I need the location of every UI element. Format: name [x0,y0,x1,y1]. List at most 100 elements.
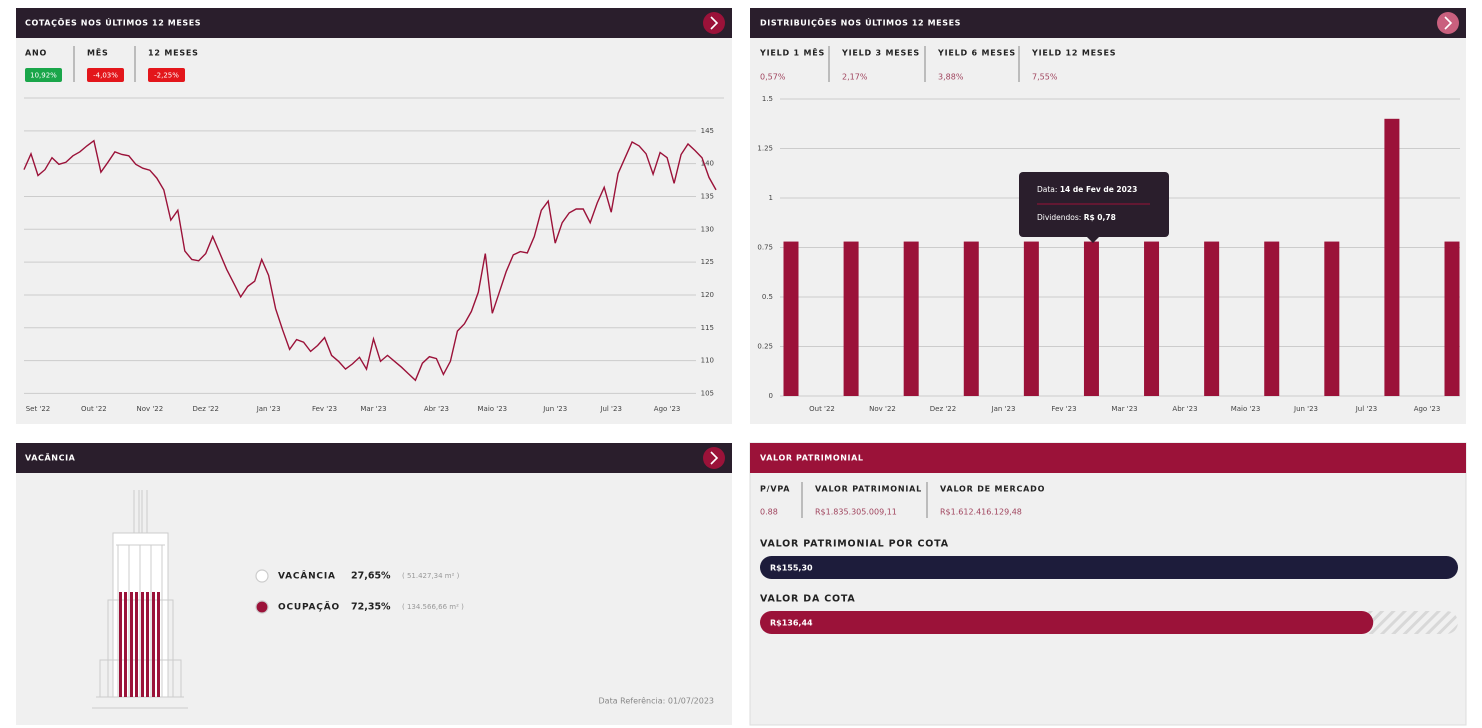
bar-label: VALOR DA COTA [760,594,856,605]
x-tick-label: Mar '23 [360,405,386,413]
tooltip-date: Data: 14 de Fev de 2023 [1037,185,1137,194]
stat-label: YIELD 1 MÊS [759,47,825,58]
x-tick-label: Out '22 [809,405,835,413]
stat-label: VALOR DE MERCADO [940,485,1045,494]
y-tick-label: 0.25 [757,343,773,351]
tooltip-pointer [1087,237,1099,243]
x-tick-label: Ago '23 [1414,405,1441,413]
bar [1444,241,1460,396]
stat-label: P/VPA [760,485,790,494]
bar [903,241,919,396]
y-tick-label: 125 [701,258,714,266]
panel-header [750,443,1466,473]
x-tick-label: Nov '22 [136,405,163,413]
bar [1264,241,1280,396]
value-bar [760,611,1374,634]
panel-title: DISTRIBUIÇÕES NOS ÚLTIMOS 12 MESES [760,17,961,28]
bar-value: R$155,30 [770,564,813,573]
stat-label: VALOR PATRIMONIAL [815,485,922,494]
stat-value: 0,57% [760,73,786,82]
x-tick-label: Fev '23 [312,405,337,413]
tooltip-label: Dividendos: [1037,213,1081,222]
panel-title: VACÂNCIA [25,452,76,463]
x-tick-label: Ago '23 [654,405,681,413]
stat-value: -4,03% [93,72,118,80]
legend-marker [255,600,269,614]
bar [1023,241,1039,396]
y-tick-label: 120 [701,291,714,299]
bar [963,241,979,396]
stat-value: 10,92% [30,72,57,80]
panel-header [750,8,1466,38]
stat-label: YIELD 6 MESES [937,49,1016,58]
bar-value: R$136,44 [770,619,813,628]
y-tick-label: 0.5 [762,293,773,301]
bar [1324,241,1340,396]
y-tick-label: 1.5 [762,95,773,103]
legend-marker [255,569,269,583]
legend-label: OCUPAÇÃO [278,602,340,613]
y-tick-label: 145 [701,127,714,135]
x-tick-label: Abr '23 [1172,405,1197,413]
x-tick-label: Jul '23 [1355,405,1378,413]
reference-date: Data Referência: 01/07/2023 [599,696,714,706]
y-tick-label: 115 [701,324,714,332]
stat-label: 12 MESES [148,49,199,58]
y-tick-label: 0 [769,392,773,400]
stat-badge [148,68,185,82]
tooltip-dividend: Dividendos: R$ 0,78 [1037,213,1116,222]
x-tick-label: Set '22 [26,405,51,413]
arrow-button[interactable] [1437,12,1459,34]
panel [749,442,1467,726]
bar [783,241,799,396]
stat-value: 7,55% [1032,73,1058,82]
panel-header [16,443,732,473]
x-tick-label: Abr '23 [424,405,449,413]
y-tick-label: 130 [701,225,714,233]
x-tick-label: Jul '23 [599,405,622,413]
stat-label: YIELD 3 MESES [841,49,920,58]
bar [1083,241,1099,396]
stat-label: ANO [25,49,47,58]
price-line [23,139,717,382]
y-tick-label: 110 [701,357,714,365]
y-tick-label: 105 [701,389,714,397]
bar [1144,241,1160,396]
x-tick-label: Dez '22 [930,405,956,413]
arrow-button[interactable] [703,12,725,34]
x-tick-label: Jan '23 [991,405,1016,413]
panel-title: COTAÇÕES NOS ÚLTIMOS 12 MESES [25,17,201,28]
x-tick-label: Maio '23 [478,405,508,413]
x-tick-label: Mar '23 [1111,405,1137,413]
x-tick-label: Dez '22 [193,405,219,413]
x-tick-label: Maio '23 [1231,405,1261,413]
x-tick-label: Fev '23 [1051,405,1076,413]
tooltip-value: 14 de Fev de 2023 [1060,185,1137,194]
bar [1384,118,1400,397]
legend-area: ( 51.427,34 m² ) [402,572,460,580]
legend-percent: 72,35% [351,602,391,613]
bar [1204,241,1220,396]
x-tick-label: Jun '23 [542,405,567,413]
legend-area: ( 134.566,66 m² ) [402,603,464,611]
x-tick-label: Jun '23 [1293,405,1318,413]
building-illustration [92,490,188,709]
stat-value: R$1.835.305.009,11 [815,508,897,517]
x-tick-label: Jan '23 [256,405,281,413]
y-tick-label: 1 [769,194,773,202]
bar-label: VALOR PATRIMONIAL POR COTA [760,539,949,550]
stat-value: 3,88% [938,73,964,82]
y-tick-label: 1.25 [757,145,773,153]
tooltip-value: R$ 0,78 [1084,213,1116,222]
x-tick-label: Nov '22 [869,405,896,413]
stat-label: YIELD 12 MESES [1031,49,1116,58]
legend-label: VACÂNCIA [278,570,336,582]
value-bar [760,556,1458,579]
arrow-button[interactable] [703,447,725,469]
stat-value: 0.88 [760,508,778,517]
panel-title: VALOR PATRIMONIAL [760,454,864,463]
panel-header [16,8,732,38]
x-tick-label: Out '22 [81,405,107,413]
stat-badge [87,68,124,82]
